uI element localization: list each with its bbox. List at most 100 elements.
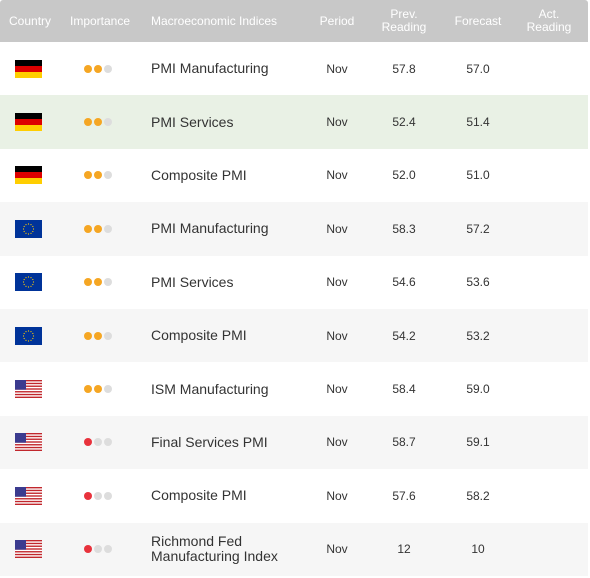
importance-dot [94,278,102,287]
period-value: Nov [326,382,348,397]
usa-flag-icon [15,469,42,522]
importance-dot [84,278,92,287]
importance-indicator [84,42,112,95]
importance-dot [84,224,92,233]
prev-reading-value: 52.0 [392,168,416,183]
actual-reading-value [520,42,578,95]
importance-dot [84,331,92,340]
importance-dot [104,118,112,127]
table-row[interactable]: PMI Manufacturing Nov 57.8 57.0 [0,42,588,95]
header-act-reading[interactable]: Act. Reading [520,0,578,42]
eu-flag-icon [15,256,42,309]
header-act-line1: Act. [538,7,560,21]
importance-dot [84,545,92,554]
prev-reading-value: 57.6 [392,488,416,503]
header-prev-line1: Prev. [390,7,418,21]
forecast-value: 57.0 [466,61,490,76]
indicator-name: Composite PMI [151,327,247,344]
importance-indicator [84,523,112,576]
importance-indicator [84,202,112,255]
prev-reading-value: 58.4 [392,382,416,397]
importance-dot [84,438,92,447]
period-value: Nov [326,435,348,450]
forecast-value: 53.2 [466,328,490,343]
header-indices[interactable]: Macroeconomic Indices [151,14,278,28]
importance-dot [104,171,112,180]
importance-dot [94,64,102,73]
importance-dot [104,331,112,340]
actual-reading-value [520,523,578,576]
table-body: PMI Manufacturing Nov 57.8 57.0 PMI Services… [0,42,588,576]
prev-reading-value: 58.7 [392,435,416,450]
actual-reading-value [520,416,578,469]
header-importance[interactable]: Importance [70,14,131,28]
period-value: Nov [326,115,348,130]
importance-indicator [84,95,112,148]
importance-dot [104,545,112,554]
table-row[interactable]: Composite PMI Nov 54.2 53.2 [0,308,588,363]
importance-dot [94,171,102,180]
header-forecast[interactable]: Forecast [454,13,502,28]
importance-indicator [84,416,112,469]
header-period[interactable]: Period [319,13,355,28]
period-value: Nov [326,61,348,76]
germany-flag-icon [15,149,42,202]
indicator-name: PMI Services [151,273,234,290]
forecast-value: 57.2 [466,221,490,236]
table-row[interactable]: Composite PMI Nov 52.0 51.0 [0,149,588,202]
header-prev-line2: Reading [381,20,427,34]
forecast-value: 59.1 [466,435,490,450]
eu-flag-icon [15,202,42,255]
usa-flag-icon [15,362,42,415]
usa-flag-icon [15,523,42,576]
indicator-name: Final Services PMI [151,433,268,450]
importance-dot [94,438,102,447]
table-row[interactable]: PMI Services Nov 52.4 51.4 [0,95,588,149]
table-row[interactable]: ISM Manufacturing Nov 58.4 59.0 [0,362,588,415]
period-value: Nov [326,542,348,557]
actual-reading-value [520,309,578,362]
importance-dot [94,545,102,554]
forecast-value: 51.0 [466,168,490,183]
importance-dot [94,491,102,500]
importance-dot [84,171,92,180]
header-prev-reading[interactable]: Prev. Reading [376,0,432,42]
indicator-name: PMI Manufacturing [151,220,269,237]
indicator-name: PMI Manufacturing [151,60,269,77]
actual-reading-value [520,469,578,522]
prev-reading-value: 54.6 [392,275,416,290]
importance-indicator [84,309,112,362]
germany-flag-icon [15,42,42,95]
table-row[interactable]: Composite PMI Nov 57.6 58.2 [0,469,588,522]
period-value: Nov [326,328,348,343]
importance-dot [84,491,92,500]
actual-reading-value [520,256,578,309]
indicator-name: ISM Manufacturing [151,380,269,397]
importance-dot [104,64,112,73]
prev-reading-value: 58.3 [392,221,416,236]
header-act-line2: Reading [526,20,572,34]
forecast-value: 53.6 [466,275,490,290]
importance-dot [94,331,102,340]
forecast-value: 10 [471,542,485,557]
indicator-name: Composite PMI [151,487,247,504]
forecast-value: 58.2 [466,488,490,503]
table-row[interactable]: Final Services PMI Nov 58.7 59.1 [0,415,588,470]
importance-dot [104,278,112,287]
table-row[interactable]: PMI Manufacturing Nov 58.3 57.2 [0,202,588,256]
importance-dot [104,438,112,447]
importance-dot [84,64,92,73]
prev-reading-value: 57.8 [392,61,416,76]
actual-reading-value [520,362,578,415]
prev-reading-value: 52.4 [392,115,416,130]
importance-dot [84,118,92,127]
period-value: Nov [326,221,348,236]
table-header: Country Importance Macroeconomic Indices… [0,0,588,42]
indicator-name: Richmond Fed Manufacturing Index [151,533,278,565]
table-row[interactable]: Richmond Fed Manufacturing Index Nov 12 10 [0,522,588,576]
header-country[interactable]: Country [9,14,52,28]
table-row[interactable]: PMI Services Nov 54.6 53.6 [0,256,588,309]
actual-reading-value [520,202,578,255]
actual-reading-value [520,95,578,148]
importance-indicator [84,149,112,202]
